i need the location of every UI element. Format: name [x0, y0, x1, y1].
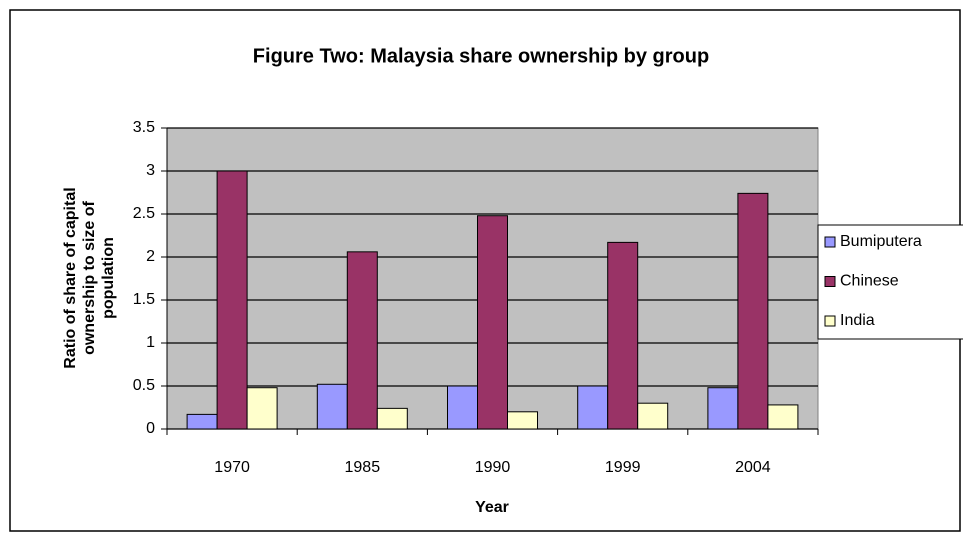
x-tick-label: 1999	[605, 459, 641, 476]
legend-swatch	[824, 236, 836, 248]
y-tick-label: 0	[146, 420, 155, 437]
x-tick-label: 1970	[214, 459, 250, 476]
x-tick-label: 1990	[475, 459, 511, 476]
bar	[447, 385, 478, 430]
bar	[607, 241, 639, 430]
bar	[637, 402, 669, 430]
bar	[507, 411, 538, 430]
y-axis-label: Ratio of share of capital ownership to s…	[62, 187, 117, 369]
bar	[707, 387, 739, 430]
y-tick-label: 2	[146, 248, 155, 265]
y-tick-label: 0.5	[133, 377, 155, 394]
bar	[346, 251, 378, 430]
legend-label: India	[840, 312, 875, 329]
bar	[246, 387, 278, 430]
x-axis-label: Year	[475, 499, 509, 516]
bar	[316, 383, 348, 430]
legend-swatch	[824, 315, 836, 327]
y-tick-label: 2.5	[133, 205, 155, 222]
bar	[477, 215, 508, 430]
legend-swatch	[824, 276, 836, 287]
x-tick-label: 1985	[345, 459, 381, 476]
legend-box	[817, 224, 963, 340]
bar	[767, 404, 799, 430]
legend-label: Bumiputera	[840, 233, 922, 250]
y-tick-label: 3.5	[133, 119, 155, 136]
bar	[737, 192, 769, 430]
chart-title: Figure Two: Malaysia share ownership by …	[253, 45, 709, 67]
y-tick-label: 1	[146, 334, 155, 351]
legend-label: Chinese	[840, 273, 899, 290]
y-tick-label: 1.5	[133, 291, 155, 308]
bar	[186, 413, 218, 430]
x-tick-label: 2004	[735, 459, 771, 476]
y-tick-label: 3	[146, 162, 155, 179]
bar	[216, 170, 248, 430]
bar	[577, 385, 609, 430]
bar	[376, 407, 408, 430]
y-axis-label-box: Ratio of share of capital ownership to s…	[62, 187, 117, 369]
y-axis-label-group: Ratio of share of capital ownership to s…	[62, 187, 117, 369]
